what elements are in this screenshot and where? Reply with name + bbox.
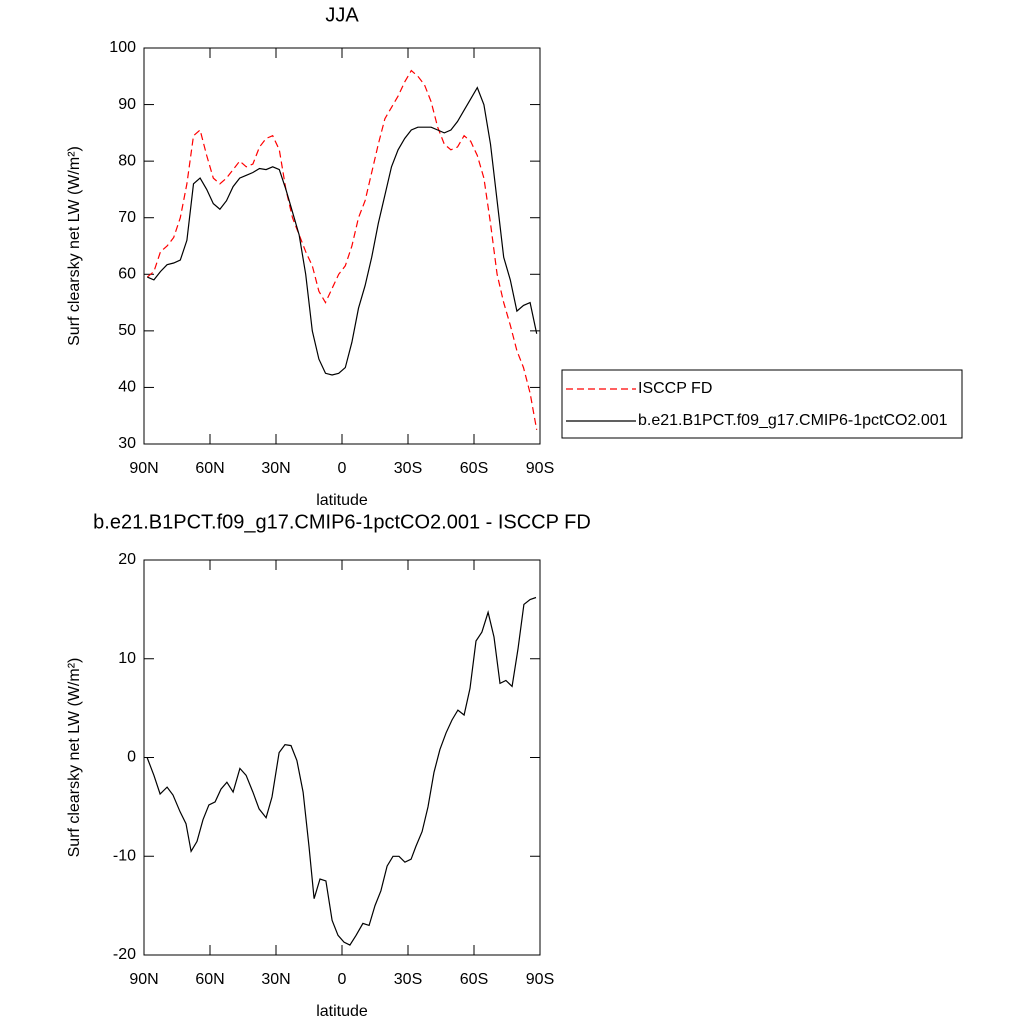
y-tick-label: 10	[118, 650, 136, 667]
y-tick-label: 70	[118, 209, 136, 226]
y-tick-label: 30	[118, 435, 136, 452]
x-axis-label: latitude	[316, 1003, 368, 1020]
x-tick-label: 90S	[526, 971, 554, 988]
x-tick-label: 90N	[129, 971, 158, 988]
x-tick-label: 60N	[195, 460, 224, 477]
x-tick-label: 60N	[195, 971, 224, 988]
data-line	[146, 596, 537, 946]
x-tick-label: 60S	[460, 460, 488, 477]
chart-title: b.e21.B1PCT.f09_g17.CMIP6-1pctCO2.001 - …	[93, 511, 591, 533]
y-tick-label: 80	[118, 152, 136, 169]
x-tick-label: 90S	[526, 460, 554, 477]
y-tick-label: 0	[127, 749, 136, 766]
x-tick-label: 30N	[261, 971, 290, 988]
y-tick-label: -10	[113, 847, 136, 864]
x-tick-label: 30N	[261, 460, 290, 477]
legend-box	[561, 369, 963, 439]
x-tick-label: 30S	[394, 971, 422, 988]
x-tick-label: 0	[338, 460, 347, 477]
y-axis-label: Surf clearsky net LW (W/m²)	[66, 146, 83, 346]
x-tick-label: 60S	[460, 971, 488, 988]
legend-label: b.e21.B1PCT.f09_g17.CMIP6-1pctCO2.001	[638, 412, 948, 429]
x-axis-label: latitude	[316, 492, 368, 509]
y-tick-label: 60	[118, 266, 136, 283]
y-tick-label: 40	[118, 379, 136, 396]
plot-frame	[143, 47, 541, 445]
y-tick-label: -20	[113, 946, 136, 963]
legend-label: ISCCP FD	[638, 380, 712, 397]
y-axis-label: Surf clearsky net LW (W/m²)	[66, 658, 83, 858]
y-tick-label: 20	[118, 551, 136, 568]
x-tick-label: 0	[338, 971, 347, 988]
chart-title: JJA	[325, 4, 359, 26]
x-tick-label: 30S	[394, 460, 422, 477]
data-line	[147, 86, 538, 376]
y-tick-label: 50	[118, 322, 136, 339]
data-line	[146, 69, 538, 431]
y-tick-label: 90	[118, 96, 136, 113]
y-tick-label: 100	[109, 39, 136, 56]
legend: ISCCP FD b.e21.B1PCT.f09_g17.CMIP6-1pctCO…	[561, 369, 963, 439]
plot-frame	[143, 559, 541, 956]
x-tick-label: 90N	[129, 460, 158, 477]
